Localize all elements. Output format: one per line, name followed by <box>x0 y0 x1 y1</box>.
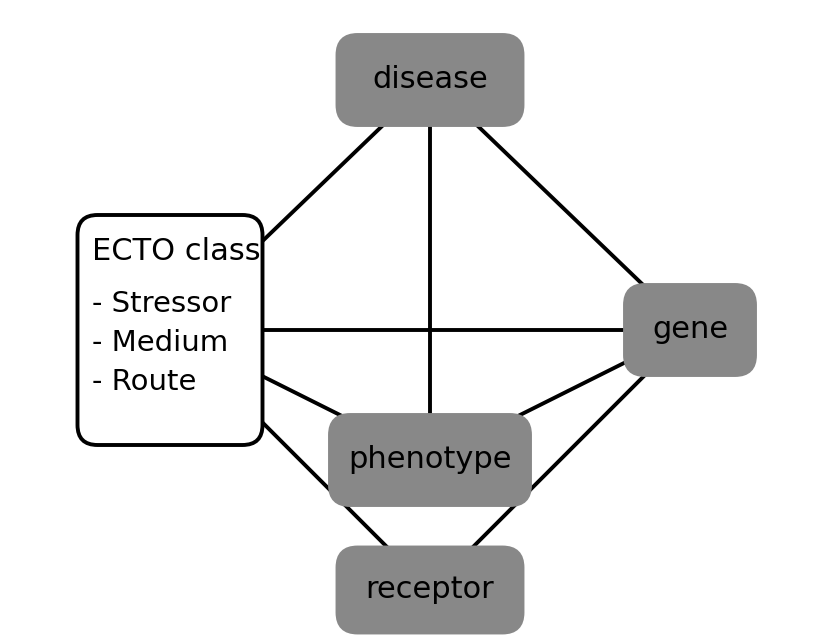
Text: ECTO class: ECTO class <box>92 237 260 266</box>
FancyBboxPatch shape <box>337 547 523 632</box>
Text: - Stressor
- Medium
- Route: - Stressor - Medium - Route <box>92 290 231 396</box>
FancyBboxPatch shape <box>330 415 530 505</box>
Text: gene: gene <box>652 316 728 344</box>
FancyBboxPatch shape <box>337 35 523 125</box>
FancyBboxPatch shape <box>625 285 755 375</box>
Text: phenotype: phenotype <box>348 445 512 474</box>
Text: disease: disease <box>372 65 488 95</box>
FancyBboxPatch shape <box>78 215 263 445</box>
Text: receptor: receptor <box>365 575 495 605</box>
